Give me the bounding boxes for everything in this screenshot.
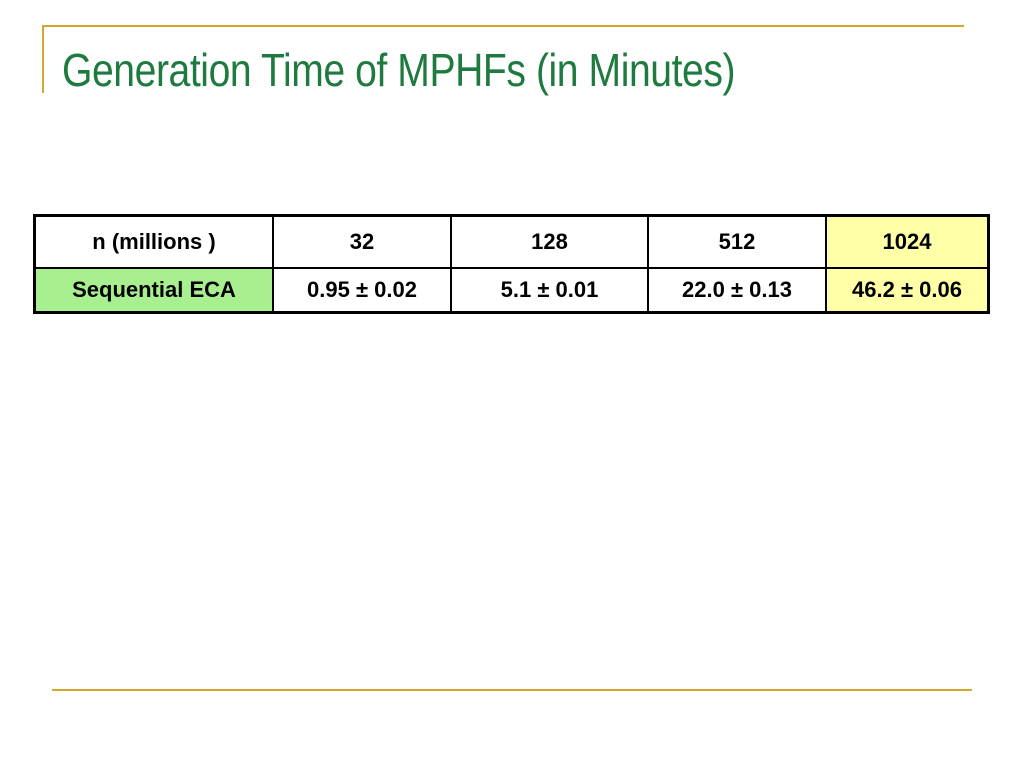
value-cell-512: 22.0 ± 0.13 [647,267,827,314]
bottom-rule [52,689,972,691]
left-rule [42,25,44,93]
header-cell-32: 32 [272,214,452,269]
value-cell-128: 5.1 ± 0.01 [450,267,649,314]
header-label-cell: n (millions ) [33,214,274,269]
slide-title: Generation Time of MPHFs (in Minutes) [62,44,736,96]
table-row-sequential-eca: Sequential ECA 0.95 ± 0.02 5.1 ± 0.01 22… [33,267,990,314]
value-cell-1024: 46.2 ± 0.06 [825,267,990,314]
header-cell-128: 128 [450,214,649,269]
value-cell-32: 0.95 ± 0.02 [272,267,452,314]
table-header-row: n (millions ) 32 128 512 1024 [33,214,990,269]
top-rule [42,25,964,27]
header-cell-1024: 1024 [825,214,990,269]
header-cell-512: 512 [647,214,827,269]
row-label-cell: Sequential ECA [33,267,274,314]
generation-time-table: n (millions ) 32 128 512 1024 Sequential… [33,214,990,314]
